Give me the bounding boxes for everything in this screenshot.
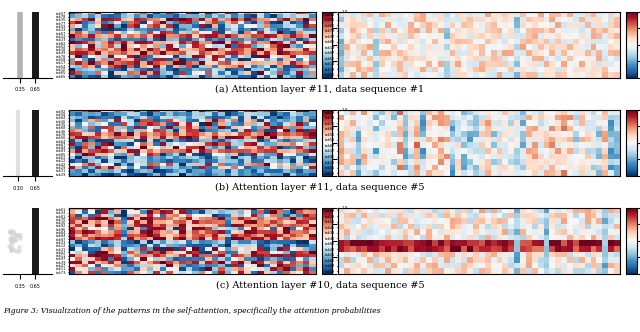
Point	[8, 229, 18, 234]
Point	[15, 232, 25, 237]
Point	[5, 237, 15, 242]
Point	[12, 232, 22, 237]
Point	[5, 228, 15, 234]
Text: Figure 3: Visualization of the patterns in the self-attention, specifically the : Figure 3: Visualization of the patterns …	[3, 307, 381, 315]
Point	[5, 229, 15, 234]
Point	[9, 238, 19, 243]
Point	[10, 237, 20, 243]
Point	[14, 233, 24, 238]
Point	[6, 247, 17, 253]
Text: (b) Attention layer #11, data sequence #5: (b) Attention layer #11, data sequence #…	[215, 183, 425, 192]
Point	[6, 239, 17, 244]
Point	[6, 235, 17, 241]
Point	[5, 230, 15, 235]
Point	[4, 243, 15, 248]
Point	[6, 248, 16, 253]
Point	[12, 248, 22, 253]
Point	[4, 243, 14, 248]
Point	[8, 231, 19, 236]
Point	[10, 233, 20, 238]
Point	[6, 246, 16, 252]
Point	[13, 244, 24, 249]
Text: (c) Attention layer #10, data sequence #5: (c) Attention layer #10, data sequence #…	[216, 281, 424, 290]
Point	[9, 248, 19, 253]
Point	[15, 235, 25, 241]
Point	[5, 234, 15, 239]
Point	[7, 246, 17, 251]
Point	[13, 248, 24, 253]
Point	[10, 232, 20, 237]
Text: (a) Attention layer #11, data sequence #1: (a) Attention layer #11, data sequence #…	[216, 85, 424, 94]
Point	[6, 240, 17, 245]
Point	[10, 237, 20, 242]
Point	[6, 238, 17, 244]
